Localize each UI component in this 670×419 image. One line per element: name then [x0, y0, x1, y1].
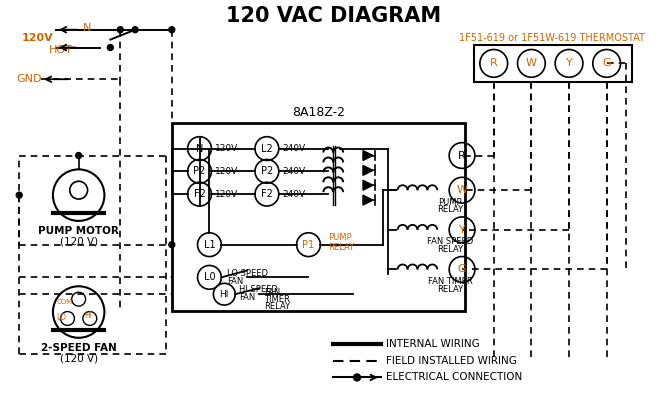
Circle shape: [169, 242, 175, 248]
Text: W: W: [526, 58, 537, 68]
Bar: [474, 44, 632, 82]
Polygon shape: [363, 180, 373, 190]
Text: TIMER: TIMER: [264, 295, 290, 304]
Text: G: G: [458, 264, 466, 274]
Circle shape: [117, 27, 123, 33]
Text: 120V: 120V: [215, 144, 239, 153]
Text: LO SPEED: LO SPEED: [227, 269, 268, 278]
Text: RELAY: RELAY: [437, 285, 463, 294]
Text: P2: P2: [194, 166, 206, 176]
Circle shape: [132, 27, 138, 33]
Bar: [172, 123, 465, 311]
Text: RELAY: RELAY: [437, 205, 463, 215]
Text: F2: F2: [194, 189, 206, 199]
Text: 120 VAC DIAGRAM: 120 VAC DIAGRAM: [226, 6, 441, 26]
Text: INTERNAL WIRING: INTERNAL WIRING: [386, 339, 480, 349]
Text: HOT: HOT: [49, 44, 73, 54]
Text: LO: LO: [56, 313, 66, 323]
Circle shape: [76, 153, 82, 158]
Polygon shape: [363, 195, 373, 205]
Text: Y: Y: [459, 225, 466, 235]
Text: FAN: FAN: [227, 277, 243, 286]
Text: FAN: FAN: [264, 288, 280, 297]
Text: RELAY: RELAY: [264, 302, 290, 310]
Text: L0: L0: [204, 272, 215, 282]
Text: N: N: [82, 23, 90, 33]
Text: W: W: [456, 185, 468, 195]
Text: FAN SPEED: FAN SPEED: [427, 237, 473, 246]
Text: 240V: 240V: [283, 167, 306, 176]
Text: L1: L1: [204, 240, 215, 250]
Text: HI: HI: [220, 290, 229, 299]
Circle shape: [354, 374, 360, 381]
Text: 240V: 240V: [283, 190, 306, 199]
Text: R: R: [490, 58, 498, 68]
Text: PUMP: PUMP: [438, 198, 462, 207]
Text: P1: P1: [302, 240, 314, 250]
Text: PUMP: PUMP: [328, 233, 352, 242]
Text: FAN: FAN: [239, 293, 255, 302]
Text: HI: HI: [84, 311, 92, 321]
Text: RELAY: RELAY: [437, 245, 463, 254]
Text: ELECTRICAL CONNECTION: ELECTRICAL CONNECTION: [386, 372, 522, 383]
Text: (120 V): (120 V): [60, 354, 98, 364]
Circle shape: [16, 192, 22, 198]
Text: N: N: [196, 144, 203, 154]
Text: GND: GND: [16, 74, 42, 84]
Circle shape: [169, 27, 175, 33]
Polygon shape: [363, 166, 373, 175]
Text: FIELD INSTALLED WIRING: FIELD INSTALLED WIRING: [386, 356, 517, 365]
Text: 1F51-619 or 1F51W-619 THERMOSTAT: 1F51-619 or 1F51W-619 THERMOSTAT: [459, 33, 645, 43]
Text: G: G: [602, 58, 611, 68]
Text: Y: Y: [565, 58, 572, 68]
Circle shape: [107, 44, 113, 51]
Text: HI SPEED: HI SPEED: [239, 285, 278, 294]
Text: FAN TIMER: FAN TIMER: [427, 277, 472, 286]
Text: R: R: [458, 150, 466, 160]
Text: 2-SPEED FAN: 2-SPEED FAN: [41, 343, 117, 353]
Text: 120V: 120V: [215, 190, 239, 199]
Text: 8A18Z-2: 8A18Z-2: [292, 106, 345, 119]
Text: L2: L2: [261, 144, 273, 154]
Text: COM: COM: [57, 299, 73, 305]
Text: 240V: 240V: [283, 144, 306, 153]
Text: 120V: 120V: [215, 167, 239, 176]
Text: P2: P2: [261, 166, 273, 176]
Text: 120V: 120V: [22, 33, 54, 43]
Text: PUMP MOTOR: PUMP MOTOR: [38, 226, 119, 236]
Text: F2: F2: [261, 189, 273, 199]
Polygon shape: [363, 150, 373, 160]
Text: (120 V): (120 V): [60, 237, 98, 247]
Text: RELAY: RELAY: [328, 243, 354, 252]
